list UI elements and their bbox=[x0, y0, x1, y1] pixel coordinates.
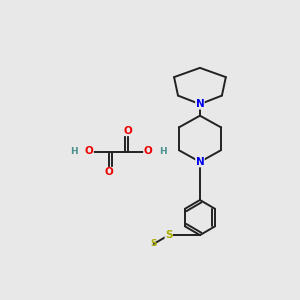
Text: O: O bbox=[124, 126, 133, 136]
Text: O: O bbox=[104, 167, 113, 177]
Text: S: S bbox=[151, 239, 157, 248]
Text: H: H bbox=[159, 147, 167, 156]
Text: N: N bbox=[196, 157, 204, 167]
Text: N: N bbox=[196, 99, 204, 109]
Text: S: S bbox=[165, 230, 172, 240]
Text: O: O bbox=[144, 146, 152, 157]
Text: H: H bbox=[70, 147, 78, 156]
Text: O: O bbox=[85, 146, 93, 157]
